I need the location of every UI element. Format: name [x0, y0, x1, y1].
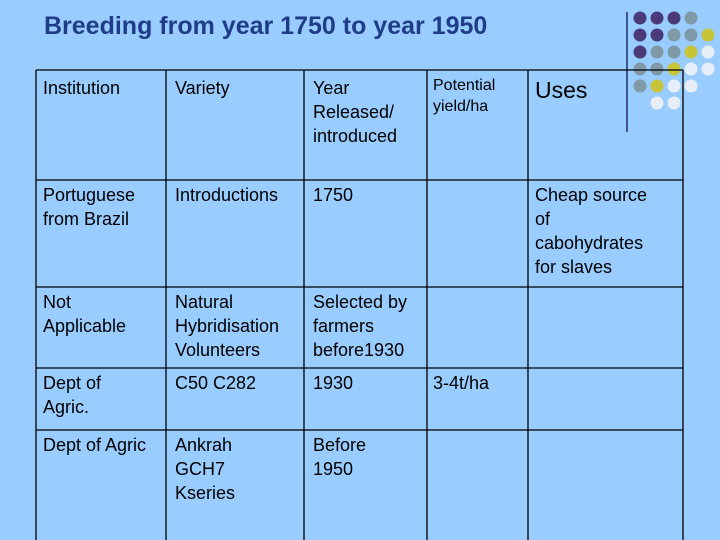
dot	[684, 28, 698, 42]
dot	[701, 28, 715, 42]
header-cell: Potential yield/ha	[433, 77, 496, 115]
slide-title: Breeding from year 1750 to year 1950	[44, 12, 488, 40]
table-cell: Dept of Agric	[43, 435, 147, 455]
table-cell: Before 1950	[313, 435, 367, 479]
header-cell: Institution	[43, 78, 121, 98]
table-cell: 1930	[313, 373, 354, 393]
table-cell: 3-4t/ha	[433, 373, 490, 393]
dot	[650, 45, 664, 59]
dot	[701, 62, 715, 76]
dot	[633, 79, 647, 93]
dot	[667, 96, 681, 110]
dot	[650, 62, 664, 76]
header-cell: Variety	[175, 78, 230, 98]
table-cell: Ankrah GCH7 Kseries	[175, 435, 236, 503]
table-cell: Dept of Agric.	[43, 373, 102, 417]
dot	[633, 11, 647, 25]
dot	[701, 45, 715, 59]
dot	[633, 45, 647, 59]
table-cell: Not Applicable	[43, 292, 127, 336]
dot	[650, 11, 664, 25]
dot	[633, 62, 647, 76]
table-grid	[35, 69, 684, 540]
dot	[667, 11, 681, 25]
dots	[633, 11, 715, 110]
table-cell: Cheap source of cabohydrates for slaves	[535, 185, 648, 277]
dot	[633, 28, 647, 42]
dot	[667, 45, 681, 59]
dot	[667, 62, 681, 76]
table-cell: C50 C282	[175, 373, 257, 393]
dot	[650, 79, 664, 93]
dot	[667, 79, 681, 93]
dot	[650, 28, 664, 42]
header-cell: Uses	[535, 77, 588, 103]
table-cell: Introductions	[175, 185, 279, 205]
dot	[650, 96, 664, 110]
header-cell: Year Released/ introduced	[313, 78, 398, 146]
dot	[684, 62, 698, 76]
table-cell: Natural Hybridisation Volunteers	[175, 292, 280, 360]
table-cell: Selected by farmers before1930	[313, 292, 408, 360]
dot	[667, 28, 681, 42]
table-cell: Portuguese from Brazil	[43, 185, 136, 229]
dot	[684, 79, 698, 93]
dot	[684, 11, 698, 25]
dot	[684, 45, 698, 59]
table-cell: 1750	[313, 185, 354, 205]
